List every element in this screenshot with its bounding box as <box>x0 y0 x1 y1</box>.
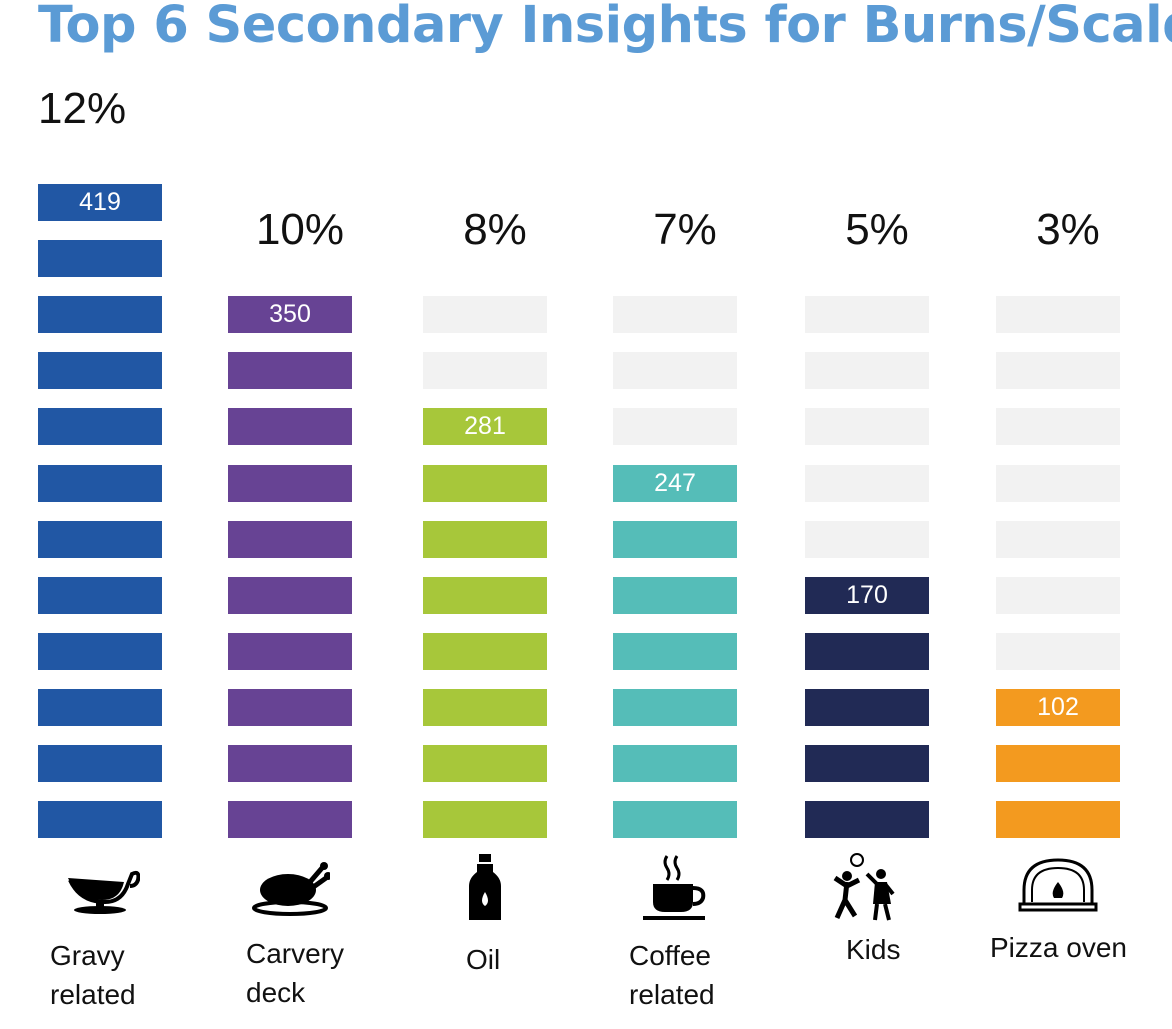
filled-block <box>423 576 547 614</box>
empty-block <box>613 296 737 334</box>
filled-block <box>38 408 162 446</box>
filled-block <box>38 240 162 278</box>
empty-block <box>423 352 547 390</box>
gravy-boat-icon <box>68 870 140 914</box>
filled-block <box>613 801 737 839</box>
filled-block <box>228 464 352 502</box>
filled-block <box>38 632 162 670</box>
oil-bottle-icon <box>469 854 501 920</box>
filled-block <box>228 352 352 390</box>
value-label: 281 <box>464 412 506 441</box>
filled-block <box>805 801 929 839</box>
filled-block <box>805 745 929 782</box>
percent-label: 8% <box>463 205 527 254</box>
category-label-line: Carvery <box>246 938 345 969</box>
kids-playing-icon <box>833 853 895 921</box>
category-label-line: Coffee <box>629 940 711 971</box>
filled-block <box>228 576 352 614</box>
filled-block <box>228 296 352 334</box>
category-label-line: Pizza oven <box>990 932 1127 963</box>
filled-block <box>38 296 162 334</box>
roast-turkey-icon <box>252 862 330 916</box>
filled-block <box>228 520 352 558</box>
empty-block <box>805 352 929 390</box>
category-label: Carvery deck <box>246 934 344 1012</box>
empty-block <box>805 520 929 558</box>
filled-block <box>613 464 737 502</box>
percent-label: 7% <box>653 205 717 254</box>
value-label: 350 <box>269 300 311 329</box>
filled-block <box>38 352 162 390</box>
filled-block <box>996 801 1120 839</box>
percent-label: 12% <box>38 84 127 133</box>
filled-block <box>613 745 737 782</box>
coffee-cup-icon <box>643 855 706 920</box>
empty-block <box>996 352 1120 390</box>
filled-block <box>228 688 352 726</box>
category-label-line: deck <box>246 977 306 1008</box>
empty-block <box>996 296 1120 334</box>
empty-block <box>996 632 1120 670</box>
filled-block <box>996 688 1120 726</box>
filled-block <box>38 464 162 502</box>
filled-block <box>423 632 547 670</box>
filled-block <box>423 408 547 446</box>
filled-block <box>613 520 737 558</box>
chart-title: Top 6 Secondary Insights for Burns/Scald… <box>38 0 1172 55</box>
category-label: Pizza oven <box>990 928 1127 967</box>
filled-block <box>613 688 737 726</box>
filled-block <box>805 576 929 614</box>
empty-block <box>423 296 547 334</box>
percent-label: 10% <box>255 205 345 254</box>
category-label: Gravy related <box>50 936 136 1014</box>
empty-block <box>996 520 1120 558</box>
percent-label: 3% <box>1036 205 1100 254</box>
category-label-line: related <box>629 979 715 1010</box>
filled-block <box>423 464 547 502</box>
filled-block <box>423 745 547 782</box>
empty-block <box>613 408 737 446</box>
filled-block <box>38 688 162 726</box>
category-label: Kids <box>846 930 900 969</box>
value-label: 170 <box>846 580 888 609</box>
filled-block <box>228 801 352 839</box>
value-label: 102 <box>1037 692 1079 721</box>
filled-block <box>228 408 352 446</box>
empty-block <box>805 296 929 334</box>
percent-label: 5% <box>845 205 909 254</box>
empty-block <box>996 464 1120 502</box>
category-label-line: Oil <box>466 944 501 975</box>
category-label-line: Kids <box>846 934 901 965</box>
category-label: Oil <box>466 940 500 979</box>
filled-block <box>228 632 352 670</box>
filled-block <box>613 576 737 614</box>
category-label: Coffee related <box>629 936 715 1014</box>
filled-block <box>423 520 547 558</box>
filled-block <box>38 576 162 614</box>
filled-block <box>423 688 547 726</box>
empty-block <box>805 408 929 446</box>
filled-block <box>805 688 929 726</box>
filled-block <box>38 801 162 839</box>
filled-block <box>228 745 352 782</box>
value-label: 247 <box>654 468 696 497</box>
filled-block <box>38 184 162 221</box>
filled-block <box>38 520 162 558</box>
filled-block <box>996 745 1120 782</box>
value-label: 419 <box>79 188 121 216</box>
category-label-line: related <box>50 979 136 1010</box>
filled-block <box>613 632 737 670</box>
filled-block <box>805 632 929 670</box>
pizza-oven-icon <box>1018 858 1098 912</box>
empty-block <box>613 352 737 390</box>
filled-block <box>423 801 547 839</box>
category-label-line: Gravy <box>50 940 125 971</box>
empty-block <box>996 408 1120 446</box>
empty-block <box>805 464 929 502</box>
filled-block <box>38 745 162 782</box>
empty-block <box>996 576 1120 614</box>
